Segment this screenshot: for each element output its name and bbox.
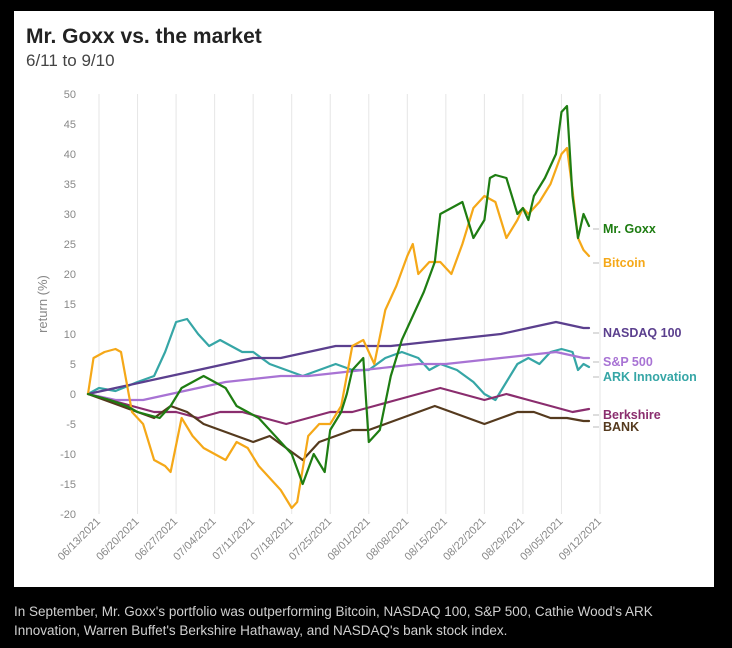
- y-axis-label: return (%): [35, 275, 50, 333]
- series-line-bank: [86, 392, 591, 462]
- y-tick-label: 40: [64, 149, 76, 161]
- series-label: ARK Innovation: [603, 370, 697, 384]
- series-line-nasdaq-100: [86, 320, 591, 396]
- y-tick-label: 30: [64, 209, 76, 221]
- series-label: S&P 500: [603, 355, 653, 369]
- y-tick-label: -10: [60, 449, 76, 461]
- y-tick-label: 20: [64, 269, 76, 281]
- y-tick-label: -20: [60, 509, 76, 521]
- y-tick-label: -5: [66, 419, 76, 431]
- y-tick-label: 15: [64, 299, 76, 311]
- series-line-s-p-500: [86, 350, 591, 402]
- series-lines: [86, 104, 591, 510]
- series-label: Mr. Goxx: [603, 222, 656, 236]
- series-label: BANK: [603, 420, 639, 434]
- y-tick-label: 25: [64, 239, 76, 251]
- chart-grid: [98, 94, 601, 514]
- x-axis: 06/13/202106/20/202106/27/202107/04/2021…: [56, 516, 604, 563]
- y-tick-label: 35: [64, 179, 76, 191]
- y-tick-label: 5: [70, 359, 76, 371]
- y-tick-label: 10: [64, 329, 76, 341]
- chart-subtitle: 6/11 to 9/10: [26, 51, 115, 70]
- series-label: Berkshire: [603, 408, 661, 422]
- series-label: NASDAQ 100: [603, 326, 682, 340]
- series-label: Bitcoin: [603, 256, 645, 270]
- y-tick-label: 45: [64, 119, 76, 131]
- chart-title: Mr. Goxx vs. the market: [26, 25, 262, 48]
- y-tick-label: 0: [70, 389, 76, 401]
- chart-card: Mr. Goxx vs. the market 6/11 to 9/10 50 4…: [14, 11, 714, 587]
- series-line-mr-goxx: [86, 104, 591, 486]
- chart-caption: In September, Mr. Goxx's portfolio was o…: [14, 604, 653, 638]
- series-line-berkshire: [86, 386, 591, 426]
- y-tick-label: -15: [60, 479, 76, 491]
- y-tick-label: 50: [64, 89, 76, 101]
